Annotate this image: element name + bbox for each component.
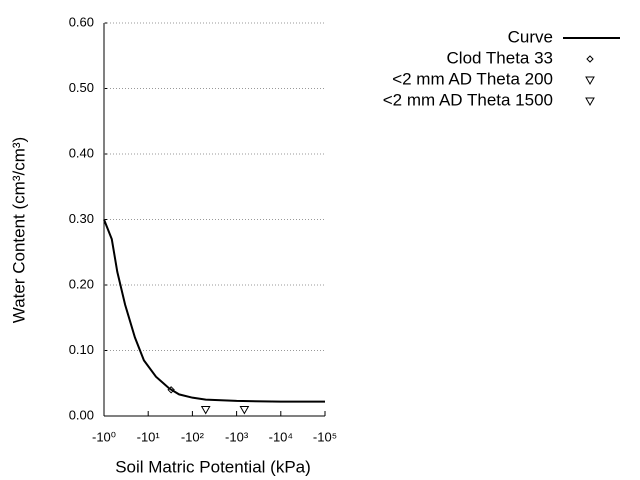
point [200,405,211,415]
y-tick-label: 0.30 [69,211,94,226]
x-tick-label: -10¹ [137,429,161,444]
legend-label: Curve [508,27,553,46]
y-tick-label: 0.10 [69,342,94,357]
legend-label: <2 mm AD Theta 200 [392,69,553,88]
y-tick-label: 0.50 [69,80,94,95]
point [167,386,175,394]
legend-swatch [585,97,595,107]
legend-swatch [585,76,595,86]
y-tick-label: 0.20 [69,276,94,291]
y-tick-label: 0.40 [69,145,94,160]
x-tick-label: -10³ [225,429,249,444]
y-tick-label: 0.60 [69,14,94,29]
x-axis-label: Soil Matric Potential (kPa) [115,457,311,476]
curve-line [103,219,325,403]
x-tick-label: -10² [181,429,205,444]
point [239,405,250,415]
x-tick-label: -10⁴ [269,429,293,444]
legend-label: <2 mm AD Theta 1500 [383,90,553,109]
y-tick-label: 0.00 [69,407,94,422]
legend-label: Clod Theta 33 [447,48,553,67]
y-axis-label: Water Content (cm³/cm³) [9,137,28,323]
x-tick-label: -10⁰ [92,429,116,444]
x-tick-label: -10⁵ [313,429,337,444]
legend-swatch [586,55,594,63]
